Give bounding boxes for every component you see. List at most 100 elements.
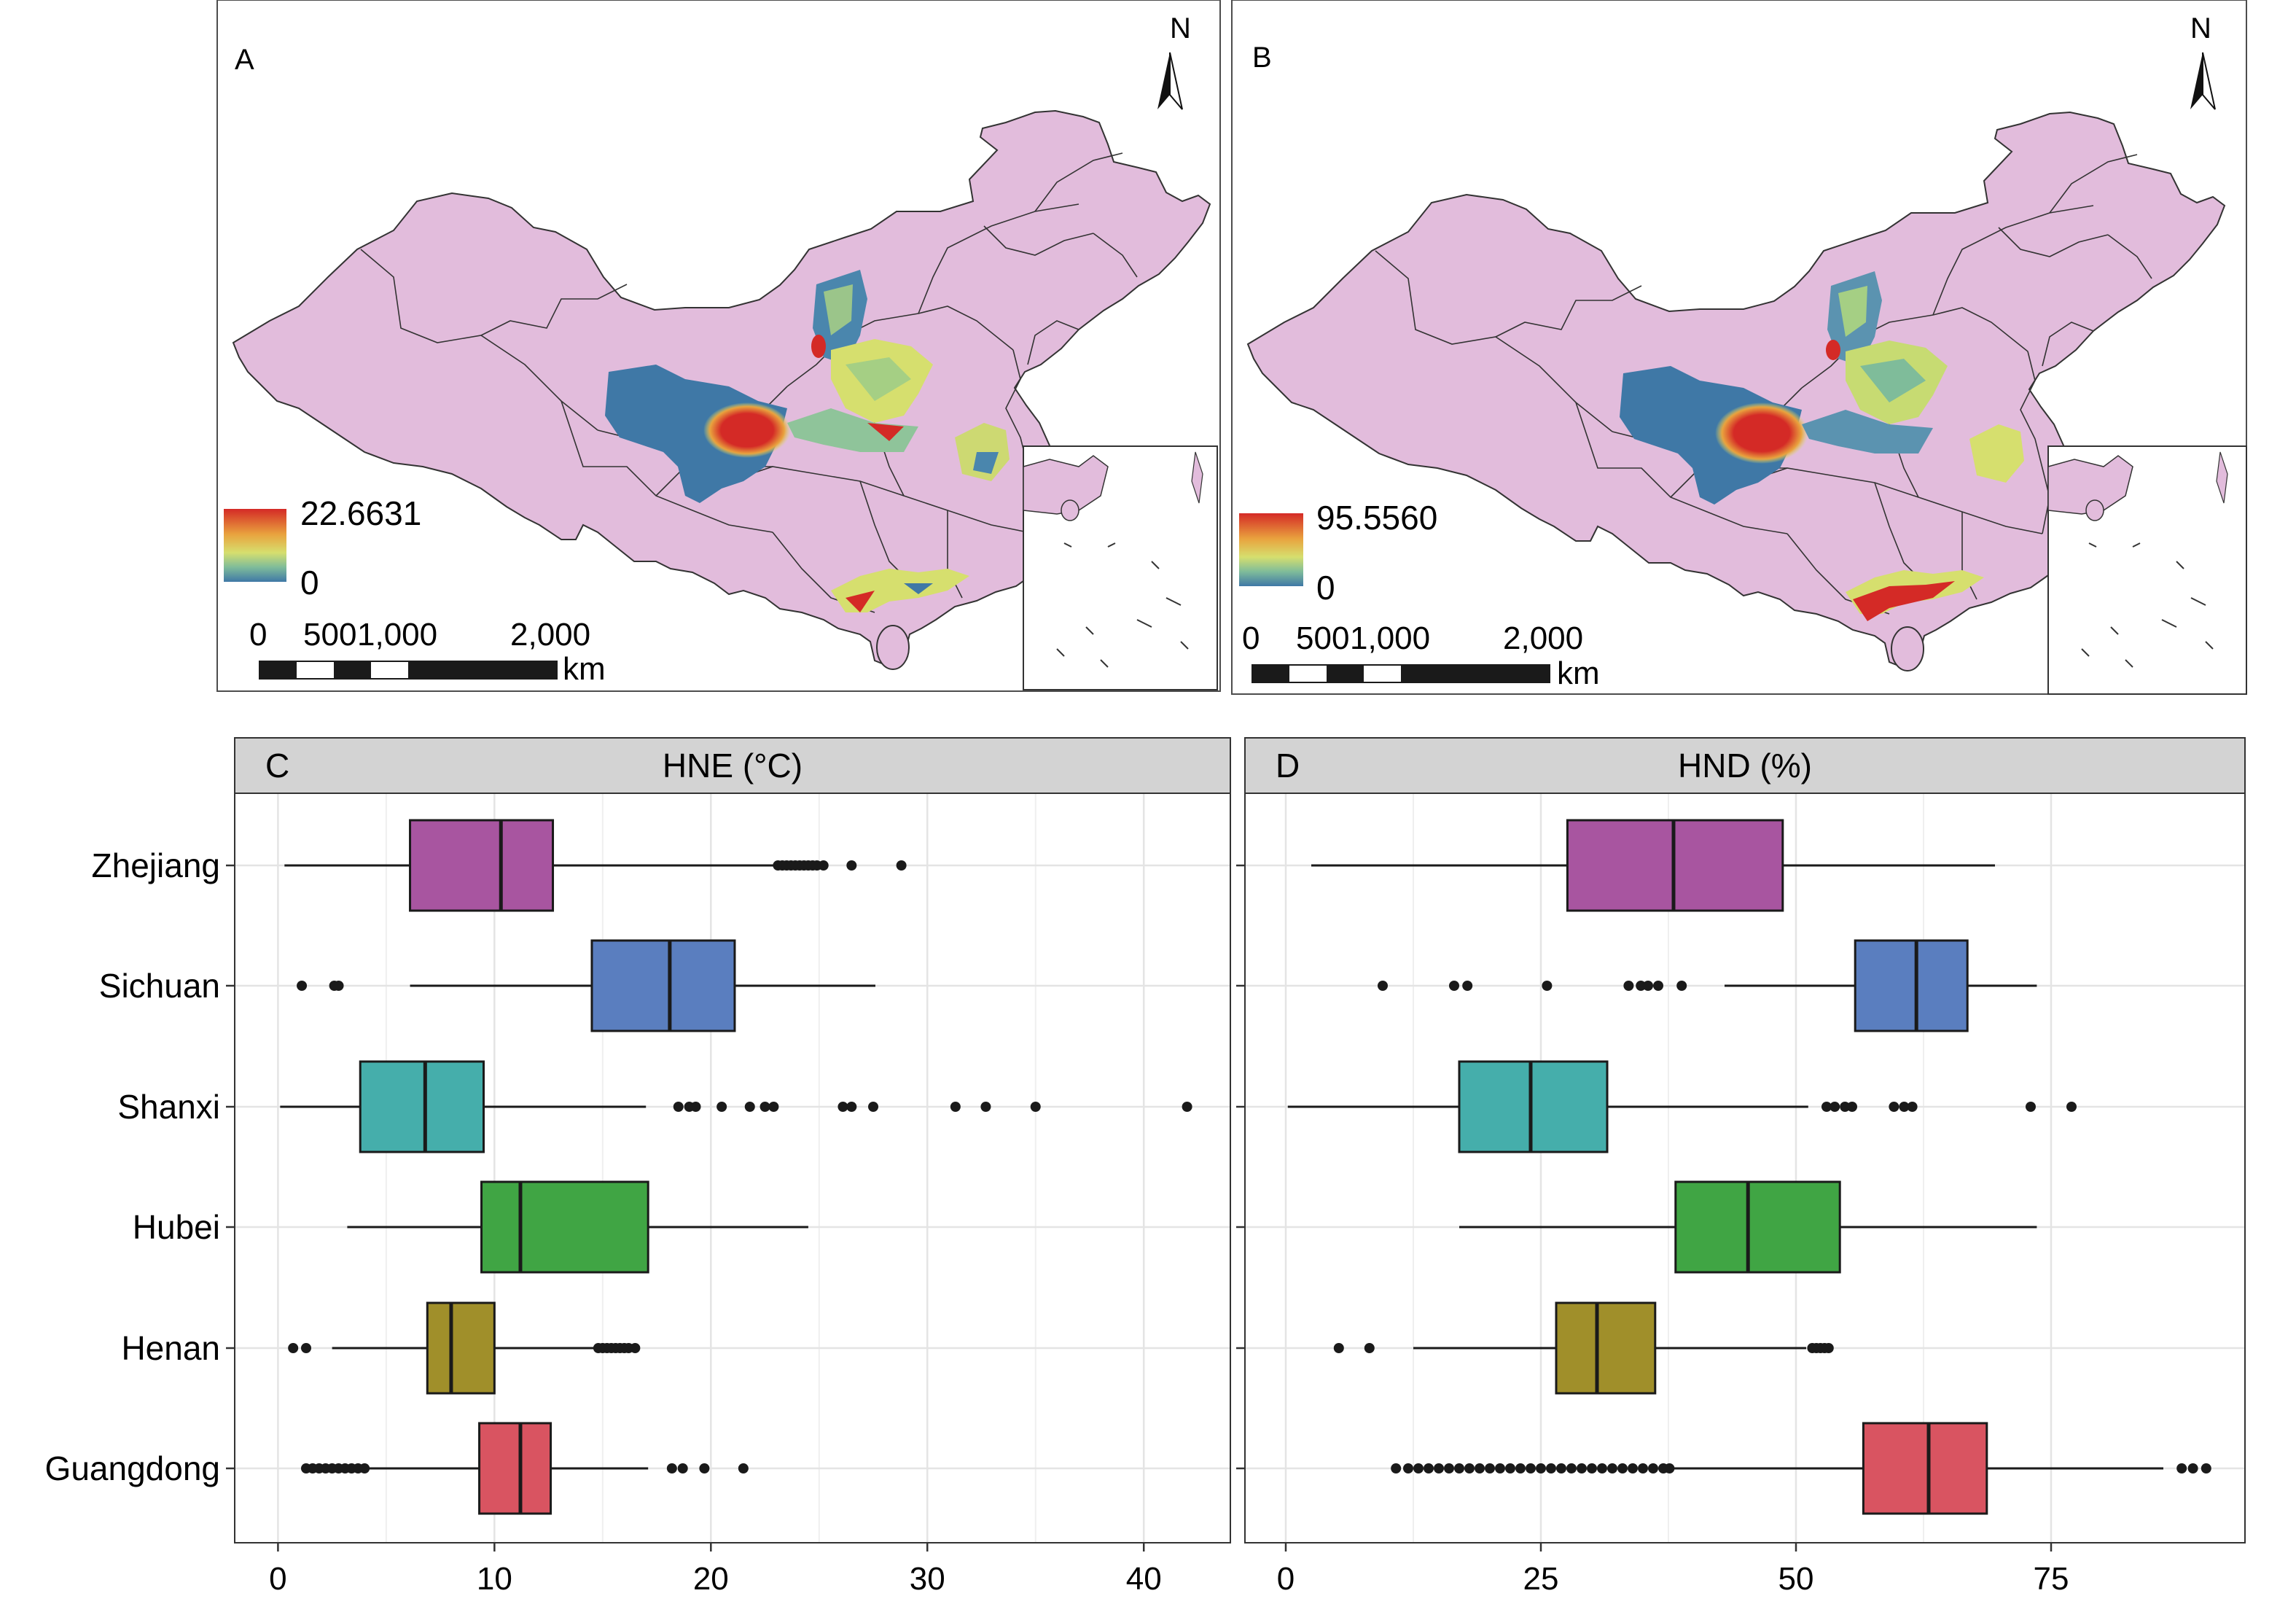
outlier-point [1823,1343,1834,1353]
legend-min-value: 0 [1316,569,1335,607]
outlier-point [1889,1102,1899,1112]
facet-title: HND (%) [1678,747,1812,785]
outlier-point [1403,1463,1413,1473]
x-tick-label: 20 [693,1561,729,1597]
outlier-point [1821,1102,1832,1112]
south-china-sea-inset [1023,445,1218,690]
iqr-box [1458,1060,1609,1153]
outlier-point [2201,1463,2211,1473]
outlier-point [1617,1463,1628,1473]
outlier-point [2026,1102,2036,1112]
map-frame [216,0,1221,692]
iqr-box [1555,1301,1657,1395]
box-guangdong [300,1422,749,1515]
box-shanxi [1287,1060,2077,1153]
outlier-point [1643,981,1653,991]
outlier-point [760,1102,770,1112]
facet-title: HNE (°C) [663,747,803,785]
north-label: N [2190,12,2211,44]
outlier-point [288,1343,299,1353]
outlier-point [1485,1463,1495,1473]
outlier-point [1638,1463,1648,1473]
legend-min-value: 0 [300,564,319,602]
iqr-box [590,939,736,1032]
iqr-box [1674,1180,1841,1274]
x-tick-label: 0 [269,1561,286,1597]
outlier-point [690,1102,701,1112]
map-panel-b: B [1231,0,2247,695]
map-frame [1231,0,2247,695]
scale-unit: km [563,651,606,687]
outlier-point [673,1102,684,1112]
heat-guangdong [1846,570,1984,621]
scale-label-0: 0 [249,617,267,653]
outlier-point [1424,1463,1434,1473]
facet-strip [1244,737,2246,794]
panel-label: D [1276,747,1300,785]
outlier-point [744,1102,755,1112]
outlier-point [1899,1102,1910,1112]
outlier-point [1830,1102,1840,1112]
panel-border [234,793,1231,1543]
heat-henan [831,339,933,423]
outlier-point [716,1102,727,1112]
heat-shanxi [1826,271,1882,366]
north-arrow-icon: N [2190,12,2216,110]
outlier-point [818,860,829,871]
outlier-point [1030,1102,1041,1112]
outlier-point [846,860,857,871]
outlier-point [768,1102,779,1112]
x-tick-label: 10 [477,1561,512,1597]
panel-border [1244,793,2246,1543]
outlier-point [1907,1102,1918,1112]
outlier-point [1556,1463,1566,1473]
china-map [1247,112,2225,671]
outlier-point [1587,1463,1597,1473]
outlier-point [1391,1463,1402,1473]
outlier-point [1495,1463,1505,1473]
box-hubei [347,1180,808,1274]
outlier-point [2176,1463,2187,1473]
outlier-point [738,1463,749,1473]
outlier-point [1648,1463,1658,1473]
outlier-point [950,1102,961,1112]
north-arrow-icon: N [1157,12,1191,110]
south-china-sea-inset [2047,445,2247,695]
box-hubei [1459,1180,2037,1274]
scale-label-2000: 2,000 [1503,620,1583,656]
box-guangdong [1391,1422,2211,1515]
outlier-point [1676,981,1687,991]
scale-bar: 0 500 1,000 2,000 km [1242,620,1600,691]
heat-legend: 22.6631 0 [224,494,421,602]
outlier-point [1444,1463,1454,1473]
outlier-point [1653,981,1663,991]
category-label: Zhejiang [92,846,220,884]
outlier-point [359,1463,370,1473]
outlier-point [1623,981,1634,991]
category-label: Shanxi [117,1088,220,1126]
outlier-point [846,1102,857,1112]
heat-sichuan [605,365,791,503]
outlier-point [1577,1463,1587,1473]
outlier-point [677,1463,688,1473]
iqr-box [409,819,555,912]
map-panel-a: A [216,0,1221,692]
x-tick-label: 75 [2034,1561,2069,1597]
outlier-point [1515,1463,1526,1473]
outlier-point [1546,1463,1556,1473]
box-shanxi [280,1060,1192,1153]
facet-strip [234,737,1231,794]
outlier-point [1378,981,1388,991]
outlier-point [2066,1102,2077,1112]
outlier-point [1597,1463,1607,1473]
iqr-box [359,1060,485,1153]
heat-zhejiang [955,423,1010,481]
outlier-point [1536,1463,1546,1473]
plot-area [235,793,1230,1543]
box-henan [1333,1301,1834,1395]
legend-max-value: 22.6631 [300,494,421,532]
heat-zhejiang [1969,424,2024,483]
outlier-point [699,1463,710,1473]
scale-label-2000: 2,000 [510,617,590,653]
outlier-point [1464,1463,1475,1473]
